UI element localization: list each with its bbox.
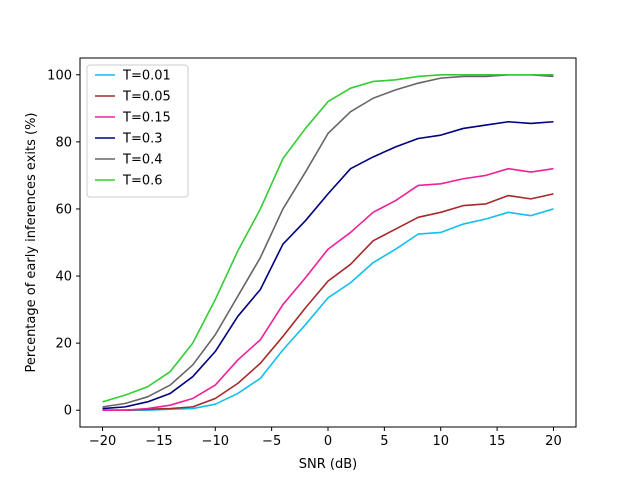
x-axis-ticks: −20 −15 −10 −5 0 5 10 15 20 bbox=[89, 427, 562, 449]
series-line-4 bbox=[102, 73, 554, 408]
x-tick-label: 20 bbox=[545, 434, 562, 449]
series-lines bbox=[102, 73, 554, 412]
legend-label: T=0.3 bbox=[122, 132, 163, 147]
y-tick-label: 0 bbox=[64, 404, 72, 419]
series-line-3 bbox=[102, 120, 554, 410]
x-tick-label: −5 bbox=[262, 434, 281, 449]
legend-label: T=0.4 bbox=[122, 153, 163, 168]
y-axis-ticks: 0 20 40 60 80 100 bbox=[47, 68, 80, 419]
x-tick-label: 0 bbox=[324, 434, 332, 449]
y-tick-label: 20 bbox=[55, 337, 72, 352]
y-tick-label: 100 bbox=[47, 68, 72, 83]
series-line-0 bbox=[102, 208, 554, 412]
x-tick-label: −10 bbox=[202, 434, 229, 449]
x-tick-label: 10 bbox=[432, 434, 449, 449]
legend-label: T=0.01 bbox=[122, 69, 171, 84]
series-line-2 bbox=[102, 167, 554, 412]
series-line-5 bbox=[102, 73, 554, 403]
y-tick-label: 80 bbox=[55, 135, 72, 150]
x-tick-label: −15 bbox=[145, 434, 172, 449]
x-tick-label: 5 bbox=[380, 434, 388, 449]
series-line-1 bbox=[102, 193, 554, 412]
legend: T=0.01 T=0.05 T=0.15 T=0.3 T=0.4 T=0.6 bbox=[86, 64, 189, 198]
x-tick-label: −20 bbox=[89, 434, 116, 449]
legend-label: T=0.05 bbox=[122, 90, 171, 105]
x-tick-label: 15 bbox=[489, 434, 506, 449]
legend-box bbox=[86, 64, 189, 198]
y-tick-label: 40 bbox=[55, 270, 72, 285]
y-tick-label: 60 bbox=[55, 202, 72, 217]
x-axis-label: SNR (dB) bbox=[299, 457, 357, 472]
y-axis-label: Percentage of early inferences exits (%) bbox=[24, 112, 39, 372]
legend-label: T=0.6 bbox=[122, 174, 163, 189]
legend-label: T=0.15 bbox=[122, 111, 171, 126]
